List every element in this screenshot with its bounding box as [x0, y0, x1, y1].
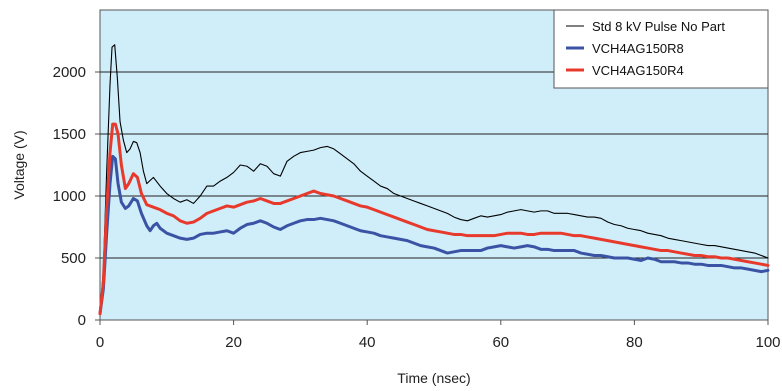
legend-box [553, 9, 769, 89]
legend-label-std-pulse: Std 8 kV Pulse No Part [592, 19, 725, 34]
x-tick-label-5: 100 [755, 334, 780, 351]
series-line-2 [98, 122, 770, 316]
x-tick-label-0: 0 [96, 334, 104, 351]
gridlines [100, 71, 768, 259]
series-line-1 [98, 154, 770, 316]
legend: Std 8 kV Pulse No Part VCH4AG150R8 VCH4A… [553, 9, 769, 89]
y-axis-label: Voltage (V) [11, 130, 27, 199]
series-layer [98, 44, 770, 316]
y-tick-label-3: 1500 [53, 126, 86, 143]
legend-label-vch4ag150r8: VCH4AG150R8 [592, 41, 684, 56]
x-tick-label-1: 20 [225, 334, 242, 351]
y-tick-label-4: 2000 [53, 64, 86, 81]
y-tick-label-2: 1000 [53, 188, 86, 205]
x-tick-label-2: 40 [359, 334, 376, 351]
x-tick-label-4: 80 [626, 334, 643, 351]
x-axis-label: Time (nsec) [397, 370, 470, 386]
legend-label-vch4ag150r4: VCH4AG150R4 [592, 63, 684, 78]
y-tick-label-1: 500 [61, 250, 86, 267]
series-line-0 [99, 44, 769, 315]
y-tick-label-0: 0 [78, 312, 86, 329]
y-axis-ticks: 0 500 1000 1500 2000 [53, 64, 100, 329]
x-tick-label-3: 60 [492, 334, 509, 351]
x-axis-ticks: 0 20 40 60 80 100 [96, 320, 781, 351]
